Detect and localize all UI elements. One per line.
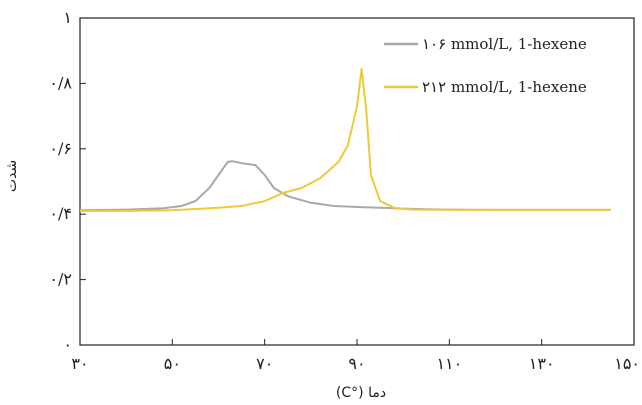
x-tick-label: ۳۰ [71, 354, 88, 373]
x-axis-ticks: ۳۰ ۵۰ ۷۰ ۹۰ ۱۱۰ ۱۳۰ ۱۵۰ [71, 339, 640, 373]
plot-border [79, 17, 635, 346]
series-line-1 [79, 160, 611, 212]
y-tick-label: ۰/۸ [49, 73, 72, 92]
legend: ۱۰۶ mmol/L, 1-hexene ۲۱۲ mmol/L, 1-hexene [384, 35, 587, 96]
x-tick-label: ۱۱۰ [436, 354, 462, 373]
y-tick-label: ۰/۲ [49, 270, 72, 289]
y-tick-label: ۰/۶ [49, 139, 72, 158]
x-tick-label: ۹۰ [348, 354, 365, 373]
legend-label-2: ۲۱۲ mmol/L, 1-hexene [422, 78, 587, 96]
series-layer [79, 67, 611, 212]
x-tick-label: ۵۰ [164, 354, 181, 373]
y-axis-ticks: ۰ ۰/۲ ۰/۴ ۰/۶ ۰/۸ ۱ [49, 8, 86, 354]
y-tick-label: ۰/۴ [49, 204, 72, 223]
legend-label-1: ۱۰۶ mmol/L, 1-hexene [422, 35, 587, 53]
x-tick-label: ۱۳۰ [529, 354, 555, 373]
y-axis-title: شدت [4, 160, 20, 192]
plot-frame [79, 17, 635, 346]
series-line-2 [80, 67, 611, 212]
x-tick-label: ۷۰ [256, 354, 273, 373]
x-tick-label: ۱۵۰ [614, 354, 640, 373]
x-axis-title: دما (°C) [336, 385, 386, 401]
y-tick-label: ۰ [63, 335, 72, 354]
y-tick-label: ۱ [63, 8, 72, 27]
